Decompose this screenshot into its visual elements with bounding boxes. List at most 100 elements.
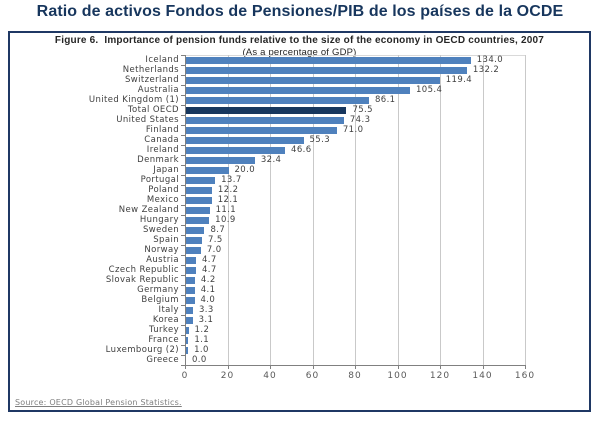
category-label: Greece bbox=[146, 355, 179, 365]
category-tick bbox=[181, 365, 185, 366]
category-tick bbox=[181, 235, 185, 236]
value-axis-tick bbox=[482, 365, 484, 369]
bar bbox=[186, 167, 229, 174]
bar bbox=[186, 337, 189, 344]
x-tick-label: 0 bbox=[181, 371, 189, 381]
value-label: 4.1 bbox=[200, 285, 216, 295]
bar bbox=[186, 157, 255, 164]
page-title: Ratio de activos Fondos de Pensiones/PIB… bbox=[36, 3, 564, 20]
category-tick bbox=[181, 345, 185, 346]
category-label: Mexico bbox=[146, 195, 179, 205]
value-label: 8.7 bbox=[210, 225, 226, 235]
bar-row: United States 74.3 bbox=[10, 115, 589, 125]
category-label: France bbox=[148, 335, 179, 345]
category-label: Sweden bbox=[143, 225, 179, 235]
category-label: Total OECD bbox=[127, 105, 179, 115]
category-tick bbox=[181, 55, 185, 56]
value-label: 1.2 bbox=[194, 325, 210, 335]
bar bbox=[186, 117, 344, 124]
category-tick bbox=[181, 105, 185, 106]
bar bbox=[186, 187, 212, 194]
category-label: Korea bbox=[152, 315, 179, 325]
bar-row: Luxembourg (2) 1.0 bbox=[10, 345, 589, 355]
value-label: 55.3 bbox=[309, 135, 331, 145]
bar-row: New Zealand 11.1 bbox=[10, 205, 589, 215]
gridline bbox=[312, 55, 314, 365]
bar-row: Australia 105.4 bbox=[10, 85, 589, 95]
bar-row: Finland 71.0 bbox=[10, 125, 589, 135]
bar-row: Slovak Republic 4.2 bbox=[10, 275, 589, 285]
bar-row: Poland 12.2 bbox=[10, 185, 589, 195]
x-tick-label: 60 bbox=[305, 371, 320, 381]
value-axis-tick bbox=[227, 365, 229, 369]
bar-row: United Kingdom (1) 86.1 bbox=[10, 95, 589, 105]
bar-row: Switzerland 119.4 bbox=[10, 75, 589, 85]
bar-row: Spain 7.5 bbox=[10, 235, 589, 245]
value-label: 3.1 bbox=[198, 315, 214, 325]
value-axis-tick bbox=[312, 365, 314, 369]
category-axis-line bbox=[185, 55, 186, 366]
bar-row: France 1.1 bbox=[10, 335, 589, 345]
gridline bbox=[397, 55, 399, 365]
bar bbox=[186, 207, 210, 214]
category-label: Spain bbox=[153, 235, 179, 245]
category-label: Belgium bbox=[141, 295, 179, 305]
category-tick bbox=[181, 285, 185, 286]
bar-row: Mexico 12.1 bbox=[10, 195, 589, 205]
gridline bbox=[482, 55, 484, 365]
value-label: 4.2 bbox=[200, 275, 216, 285]
bar bbox=[186, 297, 195, 304]
category-tick bbox=[181, 355, 185, 356]
category-tick bbox=[181, 75, 185, 76]
bar bbox=[186, 307, 193, 314]
value-label: 134.0 bbox=[476, 55, 504, 65]
x-tick-label: 40 bbox=[263, 371, 277, 381]
bar bbox=[186, 257, 196, 264]
category-tick bbox=[181, 205, 185, 206]
gridline bbox=[525, 55, 526, 365]
category-tick bbox=[181, 315, 185, 316]
value-label: 7.5 bbox=[207, 235, 223, 245]
bar-row: Iceland 134.0 bbox=[10, 55, 589, 65]
bar bbox=[186, 347, 189, 354]
bar bbox=[186, 97, 369, 104]
bar-row: Italy 3.3 bbox=[10, 305, 589, 315]
bar-row: Norway 7.0 bbox=[10, 245, 589, 255]
bar bbox=[186, 67, 467, 74]
gridline bbox=[355, 55, 356, 365]
category-label: Ireland bbox=[146, 145, 179, 155]
bar-row: Greece 0.0 bbox=[10, 355, 589, 365]
value-axis-tick bbox=[440, 365, 441, 369]
category-tick bbox=[181, 65, 185, 66]
value-label: 1.0 bbox=[194, 345, 209, 355]
bar-row: Czech Republic 4.7 bbox=[10, 265, 589, 275]
value-label: 1.1 bbox=[194, 335, 210, 345]
bar bbox=[186, 247, 201, 254]
category-label: Switzerland bbox=[125, 75, 179, 85]
category-label: Germany bbox=[137, 285, 179, 295]
value-label: 4.0 bbox=[200, 295, 216, 305]
bar bbox=[186, 57, 471, 64]
value-label: 20.0 bbox=[234, 165, 256, 175]
category-label: Denmark bbox=[137, 155, 179, 165]
value-label: 3.3 bbox=[199, 305, 214, 315]
bar-row: Netherlands 132.2 bbox=[10, 65, 589, 75]
category-label: Japan bbox=[153, 165, 179, 175]
value-label: 0.0 bbox=[192, 355, 207, 365]
bar bbox=[186, 197, 212, 204]
category-label: Austria bbox=[146, 255, 179, 265]
bar-row: Sweden 8.7 bbox=[10, 225, 589, 235]
category-label: New Zealand bbox=[118, 205, 179, 215]
category-label: United Kingdom (1) bbox=[88, 95, 179, 105]
category-tick bbox=[181, 135, 185, 136]
bar-row: Turkey 1.2 bbox=[10, 325, 589, 335]
category-label: Slovak Republic bbox=[105, 275, 179, 285]
category-tick bbox=[181, 95, 185, 96]
value-axis-tick bbox=[525, 365, 526, 369]
bar bbox=[186, 127, 337, 134]
category-tick bbox=[181, 335, 185, 336]
bar bbox=[186, 77, 440, 84]
value-label: 32.4 bbox=[260, 155, 282, 165]
value-label: 132.2 bbox=[472, 65, 500, 75]
gridline bbox=[270, 55, 271, 365]
